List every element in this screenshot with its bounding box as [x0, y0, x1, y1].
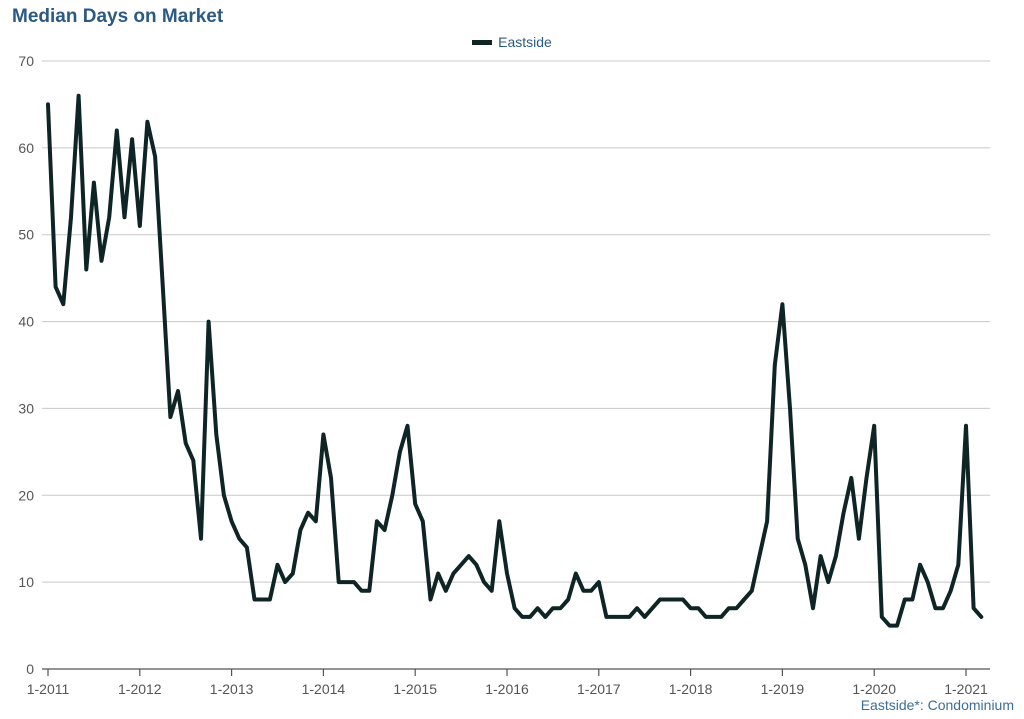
y-tick-label-30: 30	[18, 400, 34, 416]
legend-swatch-eastside	[472, 39, 493, 45]
x-tick-label-1-2013: 1-2013	[210, 681, 254, 697]
y-tick-label-0: 0	[26, 661, 34, 677]
y-tick-label-70: 70	[18, 53, 34, 69]
series-lines	[46, 93, 984, 628]
x-tick-label-1-2015: 1-2015	[393, 681, 437, 697]
x-tick-label-1-2020: 1-2020	[852, 681, 896, 697]
x-tick-label-1-2012: 1-2012	[118, 681, 162, 697]
x-axis: 1-2011 1-2012 1-2013 1-2014 1-2015 1-2016 1-20…	[27, 668, 990, 697]
legend-label-eastside: Eastside	[498, 34, 552, 50]
y-tick-label-50: 50	[18, 227, 34, 243]
y-tick-label-10: 10	[18, 574, 34, 590]
y-tick-label-40: 40	[18, 314, 34, 330]
chart-footnote: Eastside*: Condominium	[860, 697, 1014, 713]
x-tick-label-1-2016: 1-2016	[485, 681, 529, 697]
x-tick-label-1-2021: 1-2021	[944, 681, 988, 697]
gridlines	[42, 60, 990, 583]
x-tick-label-1-2014: 1-2014	[302, 681, 346, 697]
chart-title: Median Days on Market	[12, 6, 224, 27]
y-tick-label-60: 60	[18, 140, 34, 156]
x-tick-label-1-2011: 1-2011	[27, 681, 70, 697]
y-axis-ticks: 0 10 20 30 40 50 60 70	[18, 53, 34, 677]
x-tick-label-1-2019: 1-2019	[761, 681, 805, 697]
y-tick-label-20: 20	[18, 487, 34, 503]
x-tick-label-1-2018: 1-2018	[669, 681, 713, 697]
legend: Eastside	[0, 34, 1024, 50]
x-tick-label-1-2017: 1-2017	[577, 681, 621, 697]
series-line-eastside	[46, 93, 984, 628]
